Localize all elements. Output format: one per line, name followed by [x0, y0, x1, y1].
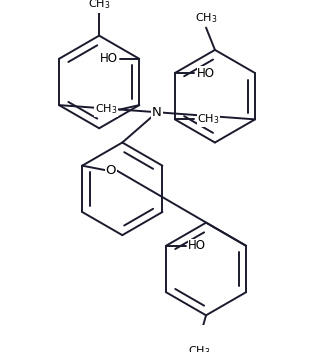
Text: CH$_3$: CH$_3$ — [88, 0, 110, 11]
Text: CH$_3$: CH$_3$ — [197, 112, 220, 126]
Text: HO: HO — [100, 52, 118, 65]
Text: CH$_3$: CH$_3$ — [188, 344, 210, 352]
Text: N: N — [152, 106, 162, 119]
Text: HO: HO — [197, 67, 215, 80]
Text: O: O — [106, 164, 116, 177]
Text: CH$_3$: CH$_3$ — [195, 11, 217, 25]
Text: HO: HO — [188, 239, 206, 252]
Text: CH$_3$: CH$_3$ — [94, 103, 117, 117]
